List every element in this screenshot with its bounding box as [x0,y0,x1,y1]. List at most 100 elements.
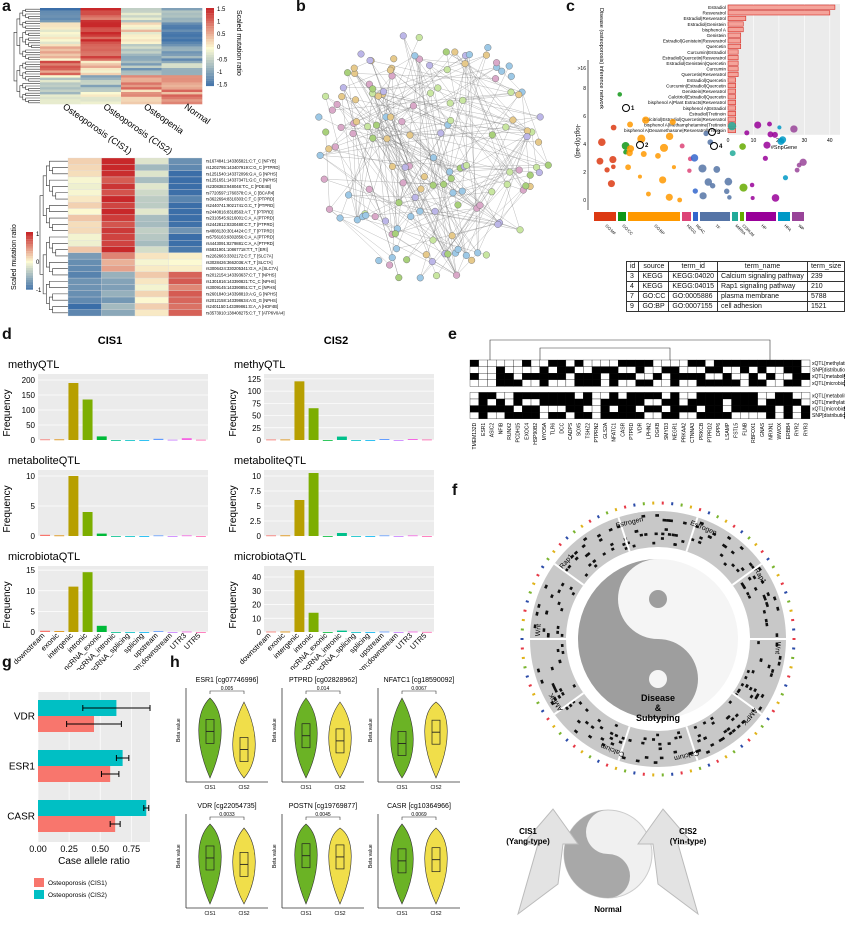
matrix-cell [722,405,732,413]
matrix-cell [644,366,654,374]
bar-label: bisphenol A|Dexamethasone|Resveratrol|Tr… [624,128,726,133]
heatmap-cell [80,8,122,11]
heatmap-cell [67,265,102,272]
matrix-cell [609,379,619,387]
heatmap-cell [121,89,162,93]
circos-track-mark [552,685,557,690]
network-edges [318,35,549,278]
dendrogram-branch [25,38,29,45]
matrix-cell [496,366,506,374]
signif-bracket [305,690,341,694]
circos-track-mark [719,553,724,558]
violin [294,697,318,779]
circos-gene-tick [689,769,693,773]
heatmap-cell [67,258,102,266]
matrix-cell [679,405,689,413]
heatmap-cell [134,309,169,317]
network-edge [499,130,528,223]
heatmap-cell [40,34,81,38]
network-node [462,251,470,259]
y-tick: CASR [7,812,35,823]
circos-track-mark [535,611,539,616]
matrix-cell [722,373,732,380]
table-cell: plasma membrane [717,291,808,302]
y-tick: ESR1 [9,762,36,773]
network-edge [376,105,414,126]
network-edge [376,125,549,166]
matrix-cell [792,366,802,374]
matrix-cell [565,392,575,400]
circos-track-mark [710,716,714,721]
network-node [395,199,403,207]
dendrogram-branch [52,167,68,175]
x-tick: CIS1 [300,911,311,917]
panel-label-e: e [448,326,457,343]
matrix-cell [687,366,697,374]
column-label: Normal [183,101,213,126]
bar [280,631,291,633]
legend-gradient-step [206,60,214,63]
matrix-cell [670,392,680,400]
circos-gene-tick [614,507,618,512]
heatmap-cell [161,44,203,47]
matrix-cell [583,373,593,380]
term-point [665,132,674,141]
heatmap-cell [161,77,203,81]
heatmap-cell [40,53,81,57]
matrix-cell [487,379,497,387]
legend-swatch [34,890,44,899]
row-label: rs2440741:9021741:G:C_T [PTPRD] [206,203,274,208]
row-label: rs2601840:143398810:A:G_G [NPHS] [206,291,277,296]
heatmap-cell [101,240,136,247]
dendrogram-branch [25,30,40,35]
heatmap-cell [80,72,122,76]
circos-gene-tick [689,505,693,509]
violin [232,701,256,779]
matrix-cell [478,398,488,406]
row-label: xQTL[metabolite] [812,374,845,380]
legend-gradient-step [26,241,33,245]
heatmap-cell [168,221,203,228]
matrix-cell [522,373,532,380]
heatmap-cell [161,39,203,42]
error-bar [115,755,130,761]
matrix-cell [635,392,645,400]
circos-track-mark [776,606,780,611]
matrix-cell [661,379,671,387]
network-edge [369,189,393,235]
matrix-cell [722,392,732,400]
legend-gradient-step [206,44,214,48]
term-point [729,150,736,157]
term-point [724,188,730,194]
network-edge [354,73,434,158]
network-node [440,180,448,188]
dendrogram-branch [28,56,40,60]
circos-track-mark [748,686,753,691]
term-point [750,196,755,201]
gene-label: ESR1 [481,423,487,436]
matrix-cell [679,366,689,374]
bar-label: bisphenol A|Estradiol [683,106,726,111]
matrix-cell [783,412,793,419]
matrix-cell [487,412,497,419]
gene-label: TLR6 [551,423,557,435]
gene-label: FSTL5 [734,423,740,438]
term-point [771,131,778,138]
network-edge [444,131,532,254]
network-node [390,55,398,63]
network-edge [429,65,467,256]
row-label: xQTL[microbiota] [812,381,845,387]
matrix-cell [504,412,514,419]
circos-track-mark [554,688,558,693]
matrix-cell [618,366,628,374]
bar [195,439,206,441]
network-edge [372,138,398,229]
heatmap-cell [67,189,102,197]
circos-gene-tick [520,628,524,631]
dendrogram-branch [52,186,68,197]
heatmap-cell [80,60,122,64]
circos-gene-tick [531,582,536,586]
circos-gene-tick [546,557,550,561]
matrix-cell [783,373,793,380]
circos-gene-tick [588,519,592,524]
